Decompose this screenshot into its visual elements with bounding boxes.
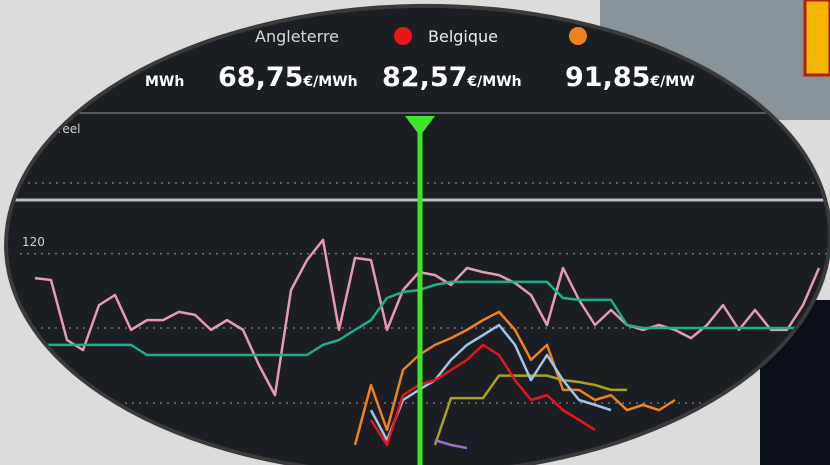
price-unit: €/MWh: [466, 74, 521, 90]
page: ps réel Angleterre Belgique MWh68,75€/MW…: [0, 0, 830, 465]
price-value: 82,57: [382, 62, 467, 93]
price-unit: €/MW: [649, 74, 694, 90]
price-unit: MWh: [145, 74, 184, 90]
chart: ps réel Angleterre Belgique MWh68,75€/MW…: [0, 0, 830, 465]
legend-dot: [569, 27, 587, 45]
legend-dot: [394, 27, 412, 45]
y-tick-label: 120: [22, 235, 45, 249]
yellow-box: [805, 0, 830, 75]
price-value: 91,85: [565, 62, 650, 93]
legend-label: Angleterre: [255, 27, 339, 46]
price: MWh: [145, 74, 184, 90]
price-value: 68,75: [218, 62, 303, 93]
legend-label: Belgique: [428, 27, 498, 46]
price-unit: €/MWh: [302, 74, 357, 90]
